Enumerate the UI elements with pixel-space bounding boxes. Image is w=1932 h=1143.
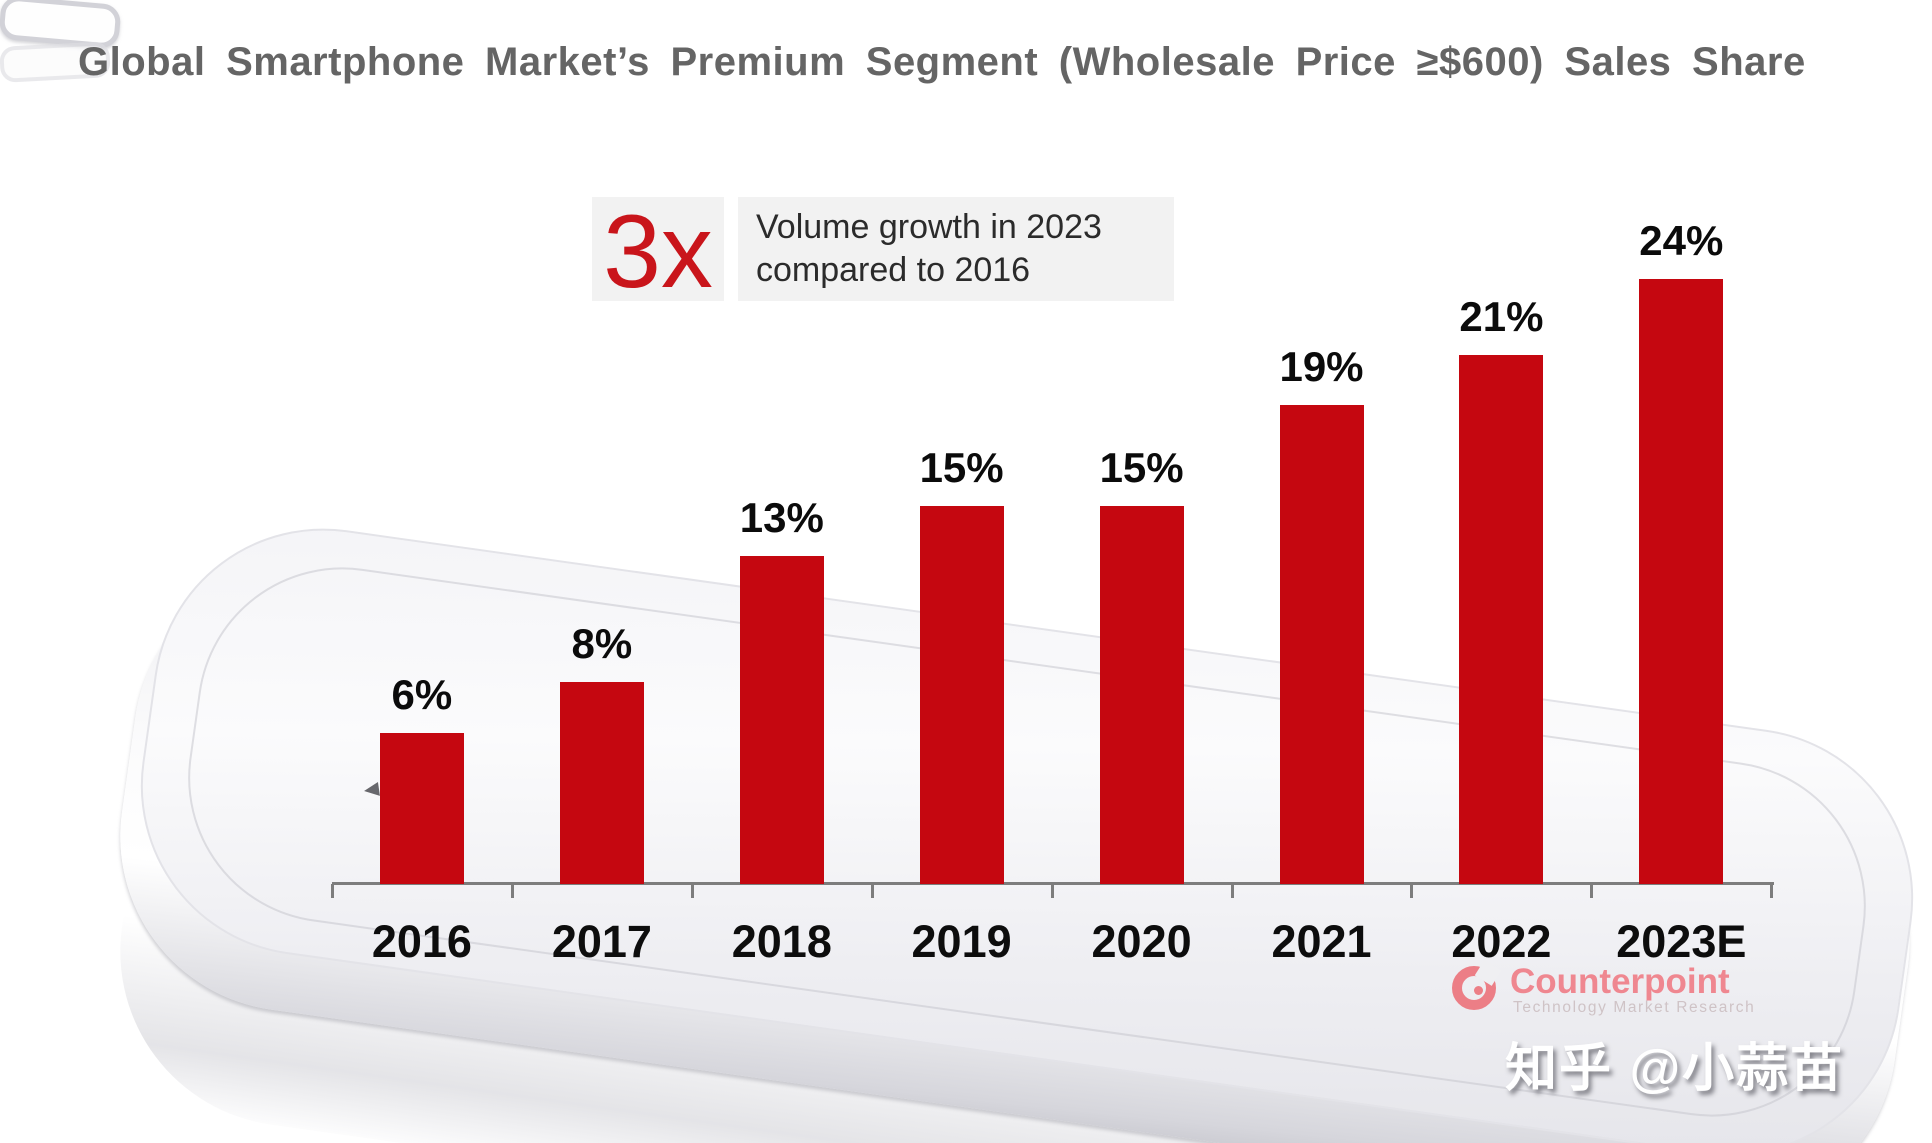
bar-2021 bbox=[1279, 405, 1364, 884]
growth-callout-multiplier-box: 3x bbox=[592, 194, 724, 310]
axis-tick bbox=[331, 884, 334, 898]
axis-tick bbox=[1230, 884, 1234, 898]
value-label-2017: 8% bbox=[571, 620, 633, 668]
category-label-2022: 2022 bbox=[1451, 916, 1552, 967]
category-label-2018: 2018 bbox=[731, 916, 832, 967]
value-label-2021: 19% bbox=[1279, 343, 1364, 391]
axis-tick bbox=[1770, 884, 1774, 898]
bar-2019 bbox=[919, 506, 1004, 884]
value-label-2016: 6% bbox=[391, 670, 453, 718]
x-axis bbox=[332, 882, 1774, 885]
value-label-2020: 15% bbox=[1099, 444, 1184, 491]
callout-line-1: Volume growth in 2023 bbox=[756, 208, 1102, 246]
bar-2023e bbox=[1639, 279, 1724, 884]
axis-tick bbox=[1590, 884, 1594, 898]
axis-tick bbox=[1050, 884, 1054, 898]
bar-2017 bbox=[559, 682, 644, 884]
zhihu-watermark: 知乎 @小蒜苗 bbox=[1505, 1040, 1845, 1098]
category-label-2017: 2017 bbox=[551, 916, 652, 967]
category-label-2021: 2021 bbox=[1271, 916, 1372, 967]
callout-line-2: compared to 2016 bbox=[756, 251, 1031, 289]
counterpoint-ring-icon bbox=[1452, 966, 1496, 1010]
axis-tick bbox=[870, 884, 874, 898]
category-label-2016: 2016 bbox=[371, 916, 472, 967]
growth-multiplier: 3x bbox=[603, 194, 713, 310]
axis-tick bbox=[1410, 884, 1414, 898]
arrowhead-mark bbox=[363, 782, 380, 798]
category-label-2020: 2020 bbox=[1091, 916, 1192, 967]
value-label-2023e: 24% bbox=[1639, 217, 1724, 265]
growth-callout-text-box: Volume growth in 2023 compared to 2016 bbox=[738, 197, 1174, 301]
axis-tick bbox=[510, 884, 514, 898]
bar-2022 bbox=[1459, 354, 1544, 884]
value-label-2022: 21% bbox=[1459, 292, 1544, 340]
value-label-2019: 15% bbox=[919, 444, 1004, 491]
bar-2020 bbox=[1099, 506, 1184, 884]
page-title: Global Smartphone Market’s Premium Segme… bbox=[78, 40, 1806, 84]
brand-name: Counterpoint bbox=[1510, 962, 1730, 1001]
bar-2016 bbox=[379, 732, 464, 884]
value-label-2018: 13% bbox=[739, 494, 824, 542]
axis-tick bbox=[690, 884, 694, 898]
category-label-2019: 2019 bbox=[911, 916, 1012, 967]
brand-subtitle: Technology Market Research bbox=[1513, 999, 1756, 1016]
bar-2018 bbox=[739, 556, 824, 884]
category-label-2023e: 2023E bbox=[1616, 916, 1747, 967]
